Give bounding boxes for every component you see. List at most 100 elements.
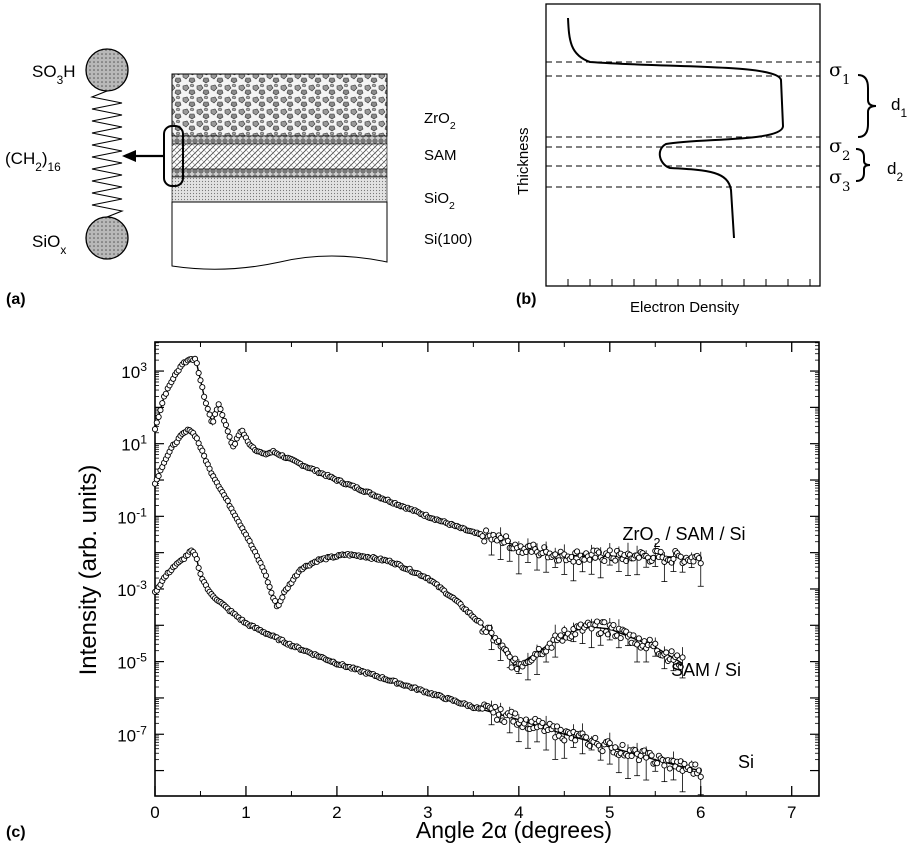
data-point	[572, 631, 579, 638]
data-point	[628, 752, 635, 760]
x-tick-label: 3	[423, 803, 432, 822]
x-tick-labels: 0 1 2 3 4 5 6 7	[150, 803, 796, 822]
data-point	[612, 557, 619, 564]
y-tick-label: 10-1	[117, 505, 147, 527]
sam-layer	[171, 143, 388, 170]
data-point	[583, 734, 590, 741]
data-point	[610, 622, 617, 629]
data-point	[630, 632, 637, 639]
data-point	[151, 426, 159, 433]
data-point	[231, 440, 239, 447]
data-point	[501, 718, 508, 726]
data-point	[268, 589, 275, 596]
data-point	[619, 741, 626, 748]
data-point	[504, 537, 511, 545]
data-point	[646, 636, 653, 643]
data-point	[523, 716, 530, 723]
data-point	[479, 533, 486, 540]
data-point	[697, 560, 704, 567]
data-point	[506, 653, 513, 660]
data-point	[495, 711, 502, 718]
x-tick-label: 6	[696, 803, 705, 822]
data-point	[195, 564, 202, 571]
sio2-layer	[171, 176, 388, 203]
panel-b-label: (b)	[516, 291, 536, 308]
data-point	[657, 548, 664, 555]
x-tick-label: 7	[787, 803, 796, 822]
silanol-headgroup-layer	[171, 168, 388, 178]
layer-label-sio2: SiO2	[424, 190, 455, 212]
data-point	[592, 734, 599, 741]
series-1	[151, 426, 686, 681]
density-axis-label: Electron Density	[630, 299, 740, 316]
data-point	[155, 472, 162, 480]
data-point	[481, 538, 488, 545]
data-point	[153, 419, 160, 426]
data-point	[206, 411, 213, 418]
data-point	[654, 760, 661, 767]
layer-label-zro2: ZrO2	[424, 110, 456, 132]
data-point	[512, 655, 519, 662]
panel-a-label: (a)	[6, 291, 26, 308]
data-point	[648, 752, 655, 759]
x-tick-label: 2	[332, 803, 341, 822]
data-point	[592, 554, 599, 561]
data-point	[210, 418, 217, 425]
data-point	[623, 557, 630, 565]
data-point	[217, 406, 224, 413]
data-point	[552, 551, 559, 558]
data-point	[219, 411, 226, 419]
data-point	[201, 452, 208, 459]
svg-text:σ1: σ1	[829, 59, 850, 88]
data-point	[224, 497, 231, 504]
data-point	[561, 627, 568, 634]
top-group-ball	[85, 48, 129, 92]
layer-label-sam: SAM	[424, 147, 457, 164]
data-point	[222, 421, 229, 428]
density-profile	[567, 17, 785, 239]
data-point	[224, 428, 231, 435]
data-point	[535, 645, 542, 652]
bottom-group-label: SiOx	[32, 232, 66, 257]
data-point	[199, 384, 206, 391]
panel-c-label: (c)	[6, 824, 26, 841]
data-point	[599, 748, 606, 755]
zro2-layer	[171, 73, 388, 137]
data-point	[570, 558, 577, 565]
si-substrate	[171, 201, 388, 270]
panel-c: 103 101 10-1 10-3 10-5 10-7 0 1 2 3 4 5 6 7 ZrO2 / S…	[6, 341, 820, 843]
plot-frame	[154, 341, 820, 797]
profile-frame	[545, 3, 821, 287]
data-point	[612, 744, 619, 751]
data-point	[488, 629, 495, 636]
data-point	[635, 554, 642, 561]
y-axis-label: Intensity (arb. units)	[75, 465, 102, 676]
data-point	[695, 767, 702, 774]
sigma1-label: σ1	[829, 59, 850, 88]
panel-b: Thickness Electron Density σ1 σ2 σ3 d1 d…	[515, 3, 907, 316]
data-point	[679, 654, 686, 661]
d1-brace	[857, 74, 877, 138]
fit-curve	[154, 428, 683, 667]
d2-brace	[855, 148, 871, 182]
d1-label: d1	[891, 95, 907, 120]
y-tick-labels: 103 101 10-1 10-3 10-5 10-7	[117, 360, 147, 745]
y-tick-label: 103	[121, 360, 147, 382]
data-point	[513, 666, 521, 673]
data-point	[586, 556, 593, 563]
data-point	[561, 737, 568, 744]
data-point	[193, 435, 200, 442]
y-tick-label: 10-7	[117, 723, 147, 745]
data-point	[617, 635, 624, 642]
data-point	[674, 652, 681, 659]
data-layer	[151, 355, 704, 796]
data-point	[695, 555, 702, 562]
x-tick-label: 5	[605, 803, 614, 822]
data-point	[553, 723, 561, 730]
data-point	[697, 773, 704, 780]
data-point	[635, 635, 642, 642]
data-point	[162, 390, 169, 397]
data-point	[279, 594, 286, 601]
sigma3-label: σ3	[829, 166, 850, 195]
